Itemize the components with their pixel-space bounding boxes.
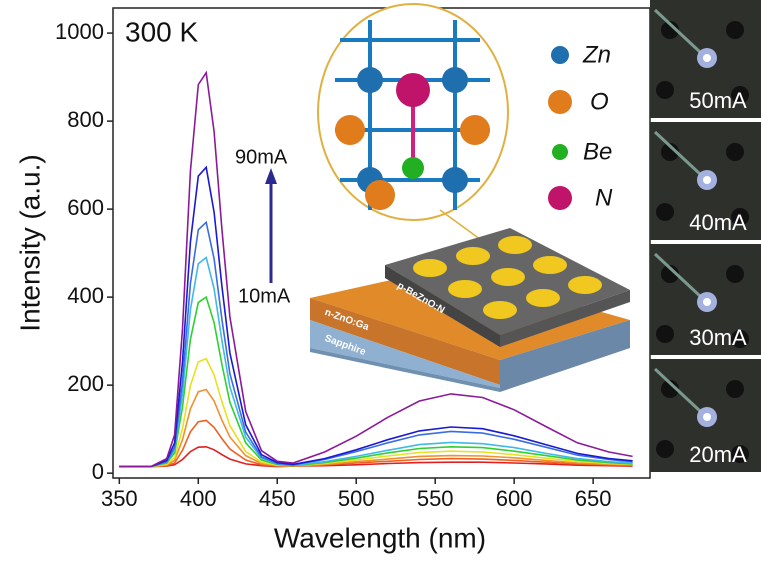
glow-core [703,54,711,62]
x-tick-label: 350 [101,486,138,511]
legend-marker [551,46,569,64]
atom [402,157,424,179]
x-tick-label: 400 [180,486,217,511]
photo-hole [656,81,674,99]
y-tick-label: 0 [92,459,104,484]
photo-hole [726,380,744,398]
photo-hole [656,325,674,343]
atom [357,67,383,93]
glow-core [703,298,711,306]
photo-hole [726,265,744,283]
device-inset: p-BeZnO:N n-ZnO:Ga Sapphire [310,228,630,392]
glow-core [703,413,711,421]
atom [335,115,365,145]
x-tick-label: 600 [496,486,533,511]
y-tick-label: 400 [67,283,104,308]
x-tick-label: 550 [417,486,454,511]
glow-core [703,176,711,184]
legend-marker [548,90,572,114]
x-tick-label: 450 [259,486,296,511]
x-axis-label: Wavelength (nm) [274,522,486,553]
inset-legend: Zn O Be N [548,41,613,211]
y-tick-label: 200 [67,371,104,396]
current-label-low: 10mA [238,285,291,307]
atom [442,67,468,93]
y-tick-label: 600 [67,195,104,220]
photo-hole [726,21,744,39]
y-tick-label: 800 [67,107,104,132]
arrow-head [265,168,277,184]
legend-marker [548,186,572,210]
figure: 300 K 90mA 10mA Wavelength (nm) Intensit… [0,0,761,561]
x-tick-label: 650 [575,486,612,511]
photo-label: 50mA [689,88,747,113]
photo-label: 20mA [689,442,747,467]
photo-hole [656,440,674,458]
legend-marker [552,144,568,160]
atom [365,180,395,210]
current-label-high: 90mA [235,146,288,168]
photo-hole [726,143,744,161]
photo-label: 40mA [689,210,747,235]
legend-label: Zn [582,41,611,68]
y-axis-label: Intensity (a.u.) [14,154,45,331]
legend-label: Be [583,138,612,165]
photo-column: 50mA 40mA 30mA 20mA [650,0,761,472]
crystal-inset [318,4,508,250]
legend-label: O [590,88,609,115]
photo-label: 30mA [689,325,747,350]
x-tick-label: 500 [338,486,375,511]
legend-label: N [595,184,613,211]
atom [442,167,468,193]
atom [460,115,490,145]
y-tick-label: 1000 [55,19,104,44]
atom [396,73,430,107]
photo-hole [656,203,674,221]
temperature-label: 300 K [125,16,198,47]
